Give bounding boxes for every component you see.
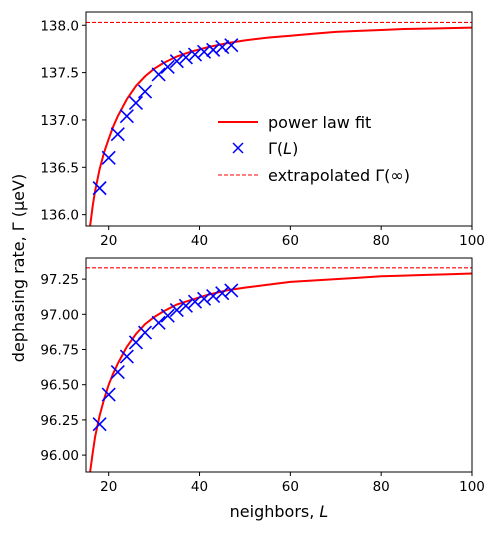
y-tick-label: 96.25 bbox=[40, 413, 79, 429]
data-point-marker bbox=[101, 387, 116, 402]
data-point-marker bbox=[224, 283, 239, 298]
fit-curve bbox=[89, 272, 472, 472]
x-tick-label: 40 bbox=[191, 479, 208, 495]
x-tick-label: 80 bbox=[373, 479, 390, 495]
bottom-panel: 20 40 60 80 100 96.00 96.25 96.50 96.75 97.00 97.2… bbox=[40, 257, 485, 521]
x-tick-label: 40 bbox=[191, 233, 208, 249]
axes-frame bbox=[85, 11, 473, 227]
legend: power law fit Γ(L) extrapolated Γ(∞) bbox=[218, 113, 410, 185]
y-tick-label: 138.0 bbox=[40, 18, 79, 34]
data-point-marker bbox=[110, 127, 125, 142]
y-tick-label: 136.5 bbox=[40, 160, 79, 176]
data-point-marker bbox=[119, 349, 134, 364]
data-point-marker bbox=[169, 54, 184, 69]
axes-frame bbox=[85, 257, 473, 473]
legend-entry-label: extrapolated Γ(∞) bbox=[268, 166, 410, 185]
y-tick-label: 96.50 bbox=[40, 378, 79, 394]
y-tick-label: 137.5 bbox=[40, 66, 79, 82]
data-point-marker bbox=[160, 308, 175, 323]
data-point-marker bbox=[215, 286, 230, 301]
x-axis-label: neighbors, L bbox=[230, 502, 329, 521]
y-tick-label: 97.00 bbox=[40, 307, 79, 323]
data-point-marker bbox=[151, 67, 166, 82]
data-point-marker bbox=[169, 303, 184, 318]
y-tick-label: 136.0 bbox=[40, 208, 79, 224]
data-point-marker bbox=[151, 315, 166, 330]
data-point-marker bbox=[92, 181, 107, 196]
data-point-marker bbox=[187, 47, 203, 62]
y-tick-label: 137.0 bbox=[40, 113, 79, 129]
data-point-marker bbox=[137, 84, 153, 99]
x-tick-label: 60 bbox=[282, 233, 299, 249]
data-point-marker bbox=[160, 59, 175, 74]
legend-entry-label: power law fit bbox=[268, 113, 371, 132]
legend-entry-label: Γ(L) bbox=[268, 139, 298, 158]
x-tick-label: 60 bbox=[282, 479, 299, 495]
plot-area bbox=[86, 267, 472, 472]
data-point-marker bbox=[215, 39, 230, 55]
x-tick-label: 20 bbox=[100, 233, 117, 249]
data-point-marker bbox=[128, 95, 144, 110]
y-tick-label: 96.00 bbox=[40, 448, 79, 464]
data-point-marker bbox=[119, 109, 134, 124]
top-panel: 20 40 60 80 100 136.0 136.5 137.0 137.5 138.0 powe… bbox=[40, 11, 485, 249]
data-point-marker bbox=[206, 42, 221, 57]
x-tick-label: 80 bbox=[373, 233, 390, 249]
data-point-marker bbox=[197, 291, 212, 306]
x-tick-label: 100 bbox=[459, 479, 485, 495]
data-point-marker bbox=[137, 325, 153, 340]
x-tick-label: 20 bbox=[100, 479, 117, 495]
data-point-marker bbox=[101, 150, 116, 165]
data-point-marker bbox=[178, 50, 193, 65]
data-point-marker bbox=[224, 38, 239, 53]
data-point-marker bbox=[187, 294, 203, 309]
x-tick-label: 100 bbox=[459, 233, 485, 249]
y-tick-label: 96.75 bbox=[40, 343, 79, 359]
data-point-marker bbox=[178, 298, 193, 313]
data-point-marker bbox=[110, 364, 125, 380]
data-point-marker bbox=[197, 44, 212, 59]
legend-swatch-marker bbox=[232, 142, 244, 154]
data-point-marker bbox=[92, 417, 107, 432]
plot-area bbox=[86, 21, 472, 226]
shared-y-axis-label: dephasing rate, Γ (μeV) bbox=[9, 174, 28, 362]
data-point-marker bbox=[206, 288, 221, 304]
y-tick-label: 97.25 bbox=[40, 272, 79, 288]
